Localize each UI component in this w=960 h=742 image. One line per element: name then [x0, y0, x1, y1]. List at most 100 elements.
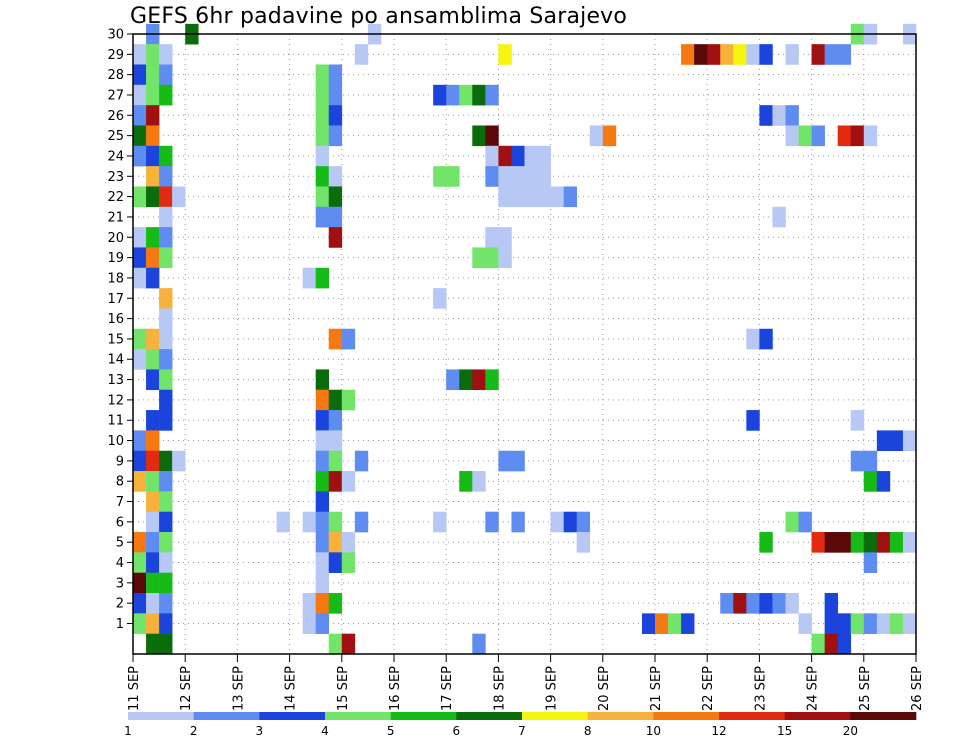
heatmap-cell: [446, 166, 460, 187]
heatmap-cell: [798, 125, 812, 147]
colorbar-swatch: [193, 712, 260, 720]
heatmap-cell: [146, 572, 160, 594]
heatmap-cell: [498, 186, 512, 208]
heatmap-cell: [315, 369, 330, 391]
heatmap-cell: [798, 613, 812, 634]
heatmap-cell: [146, 84, 160, 106]
heatmap-cell: [315, 613, 330, 634]
heatmap-cell: [498, 166, 512, 187]
heatmap-cell: [315, 491, 330, 513]
heatmap-cell: [159, 247, 173, 269]
colorbar-swatch: [128, 712, 194, 720]
heatmap-cell: [902, 613, 917, 634]
heatmap-cell: [146, 328, 160, 350]
heatmap-cell: [498, 145, 512, 167]
colorbar-label: 15: [777, 724, 792, 738]
heatmap-cell: [785, 593, 799, 614]
y-tick-label: 26: [107, 109, 124, 124]
colorbar-label: 6: [453, 724, 461, 738]
heatmap-cell: [563, 511, 577, 533]
heatmap-cell: [681, 613, 695, 634]
heatmap-cell: [146, 247, 160, 269]
heatmap-cell: [850, 532, 865, 553]
y-tick-label: 13: [107, 373, 124, 388]
heatmap-cell: [315, 593, 330, 614]
heatmap-cell: [498, 450, 512, 472]
heatmap-cell: [824, 593, 838, 614]
heatmap-cell: [537, 186, 551, 208]
heatmap-cell: [146, 633, 160, 655]
heatmap-cell: [759, 44, 773, 65]
heatmap-cell: [159, 613, 173, 634]
heatmap-cell: [302, 267, 316, 289]
colorbar-swatch: [390, 712, 457, 720]
heatmap-cell: [485, 84, 499, 106]
heatmap-cell: [811, 44, 825, 65]
heatmap-cell: [785, 511, 799, 533]
heatmap-cell: [328, 532, 343, 553]
x-tick-label: 20 SEP: [597, 666, 612, 711]
heatmap-cell: [133, 44, 147, 65]
heatmap-cell: [159, 633, 173, 655]
heatmap-cell: [328, 471, 343, 492]
heatmap-cell: [498, 227, 512, 248]
colorbar-label: 7: [518, 724, 526, 738]
heatmap-cell: [354, 44, 369, 65]
heatmap-cell: [328, 410, 343, 431]
heatmap-cell: [472, 247, 486, 269]
heatmap-cell: [315, 389, 330, 411]
heatmap-cell: [641, 613, 656, 634]
heatmap-cell: [537, 166, 551, 187]
heatmap-cell: [433, 166, 447, 187]
heatmap-cell: [146, 125, 160, 147]
heatmap-cell: [159, 186, 173, 208]
heatmap-cell: [811, 633, 825, 655]
heatmap-cell: [798, 511, 812, 533]
heatmap-cell: [315, 572, 330, 594]
heatmap-cell: [328, 552, 343, 573]
heatmap-cell: [315, 145, 330, 167]
heatmap-cell: [159, 84, 173, 106]
heatmap-cell: [472, 125, 486, 147]
heatmap-cell: [328, 64, 343, 86]
heatmap-cell: [159, 227, 173, 248]
heatmap-cell: [315, 430, 330, 452]
heatmap-cell: [759, 593, 773, 614]
heatmap-cell: [302, 613, 316, 634]
heatmap-cell: [785, 105, 799, 126]
heatmap-cell: [328, 125, 343, 147]
heatmap-cell: [146, 166, 160, 187]
heatmap-cell: [759, 532, 773, 553]
heatmap-cell: [159, 572, 173, 594]
heatmap-cell: [837, 125, 852, 147]
heatmap-cell: [863, 532, 878, 553]
x-tick-label: 16 SEP: [388, 666, 403, 711]
heatmap-cell: [720, 593, 734, 614]
heatmap-cell: [159, 471, 173, 492]
y-tick-label: 27: [107, 88, 124, 103]
heatmap-cell: [315, 410, 330, 431]
heatmap-cell: [133, 227, 147, 248]
heatmap-cell: [485, 145, 499, 167]
plot-frame: [132, 33, 917, 655]
heatmap-cell: [328, 84, 343, 106]
heatmap-cell: [133, 247, 147, 269]
heatmap-cell: [302, 511, 316, 533]
y-tick-label: 20: [107, 231, 124, 246]
heatmap-cell: [133, 430, 147, 452]
heatmap-cell: [524, 166, 538, 187]
heatmap-cell: [876, 430, 891, 452]
heatmap-cell: [472, 471, 486, 492]
y-tick-label: 8: [116, 475, 124, 490]
y-tick-label: 19: [107, 251, 124, 266]
heatmap-cell: [315, 84, 330, 106]
y-tick-label: 1: [116, 617, 124, 632]
heatmap-cell: [159, 328, 173, 350]
heatmap-cell: [837, 532, 852, 553]
heatmap-cell: [707, 44, 721, 65]
heatmap-cell: [146, 64, 160, 86]
x-tick-label: 17 SEP: [440, 666, 455, 711]
heatmap-cell: [655, 613, 669, 634]
x-tick-label: 13 SEP: [231, 666, 246, 711]
heatmap-cell: [433, 84, 447, 106]
